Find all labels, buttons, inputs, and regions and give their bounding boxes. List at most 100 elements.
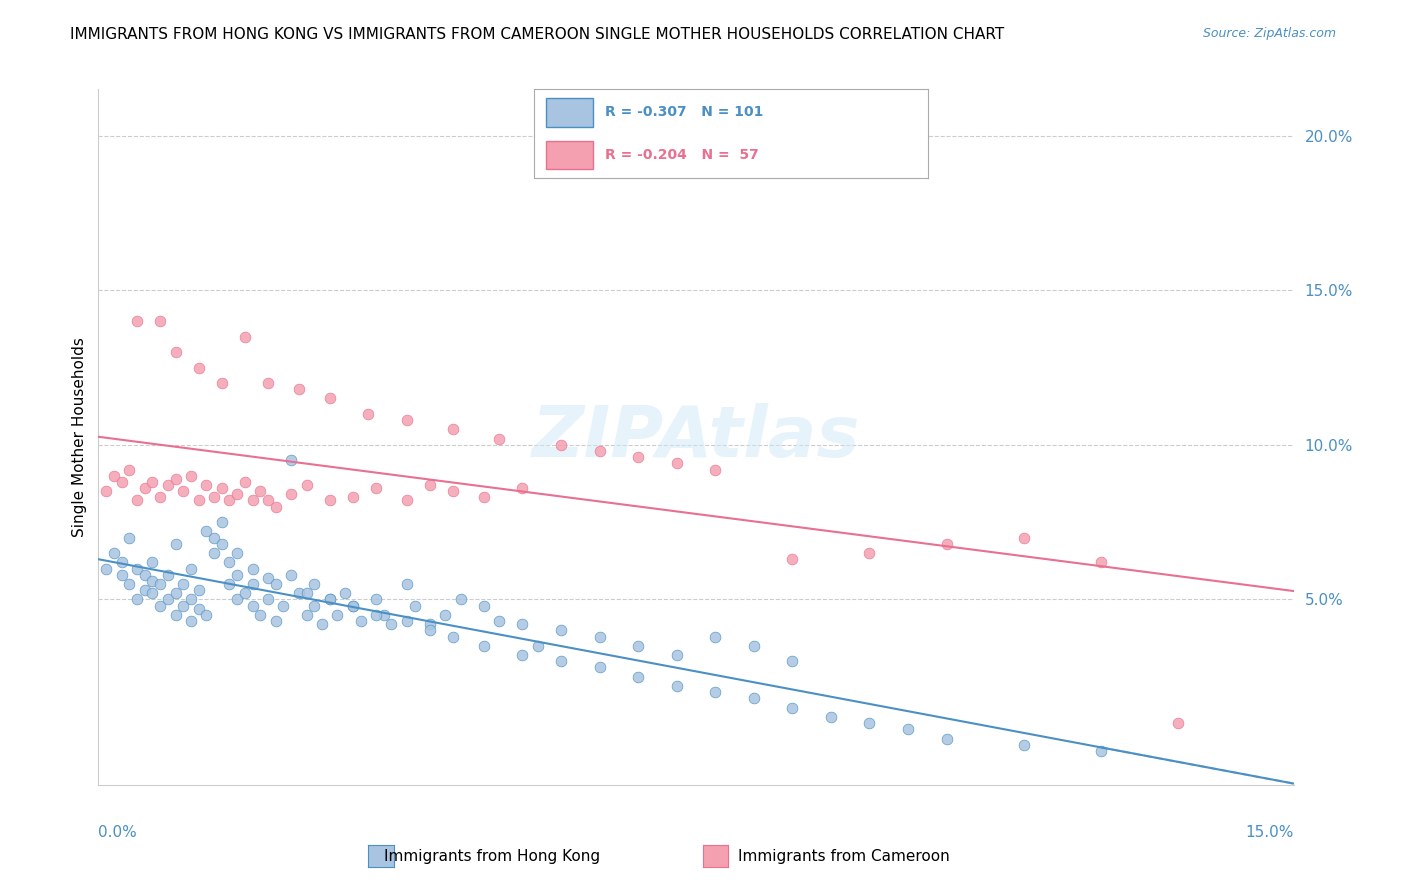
FancyBboxPatch shape bbox=[546, 98, 593, 127]
Point bbox=[627, 450, 650, 465]
Point bbox=[242, 577, 264, 591]
Point bbox=[264, 500, 287, 514]
Point bbox=[441, 484, 464, 499]
Point bbox=[202, 546, 225, 560]
Point bbox=[295, 478, 318, 492]
Point bbox=[311, 617, 333, 632]
Point bbox=[134, 583, 156, 598]
Point bbox=[472, 639, 495, 653]
Point bbox=[94, 484, 117, 499]
Point bbox=[141, 555, 163, 569]
Point bbox=[103, 468, 125, 483]
Point bbox=[665, 648, 688, 662]
Point bbox=[134, 567, 156, 582]
Point bbox=[627, 639, 650, 653]
Point bbox=[326, 607, 349, 622]
Point bbox=[935, 537, 957, 551]
Point bbox=[472, 599, 495, 613]
Point bbox=[588, 660, 610, 674]
Point bbox=[233, 475, 256, 489]
Point bbox=[172, 484, 194, 499]
Point bbox=[395, 577, 418, 591]
Point bbox=[187, 601, 209, 615]
Point bbox=[858, 716, 880, 731]
Text: 0.0%: 0.0% bbox=[98, 825, 138, 840]
Point bbox=[218, 555, 240, 569]
Point bbox=[319, 392, 342, 406]
Point bbox=[202, 531, 225, 545]
Point bbox=[704, 685, 727, 699]
Point bbox=[180, 468, 202, 483]
Point bbox=[141, 586, 163, 600]
Point bbox=[118, 531, 141, 545]
Point bbox=[264, 614, 287, 628]
Point bbox=[357, 407, 380, 421]
Point bbox=[125, 493, 148, 508]
Point bbox=[665, 456, 688, 470]
Point bbox=[342, 491, 364, 505]
Point bbox=[195, 478, 218, 492]
Point bbox=[419, 624, 441, 638]
Point bbox=[180, 614, 202, 628]
Point bbox=[165, 472, 187, 486]
Point bbox=[364, 607, 387, 622]
Point bbox=[342, 599, 364, 613]
Point bbox=[450, 592, 472, 607]
Point bbox=[141, 475, 163, 489]
Point bbox=[782, 654, 804, 668]
Point bbox=[512, 648, 534, 662]
Point bbox=[218, 493, 240, 508]
Point bbox=[395, 413, 418, 427]
Point bbox=[149, 599, 172, 613]
Point bbox=[165, 345, 187, 359]
Point bbox=[273, 599, 295, 613]
Point bbox=[935, 731, 957, 746]
Point bbox=[249, 607, 271, 622]
Point bbox=[149, 491, 172, 505]
Point bbox=[588, 444, 610, 458]
Point bbox=[110, 555, 132, 569]
Point bbox=[1167, 716, 1189, 731]
Text: Source: ZipAtlas.com: Source: ZipAtlas.com bbox=[1202, 27, 1336, 40]
Point bbox=[472, 491, 495, 505]
Point bbox=[304, 599, 326, 613]
Point bbox=[288, 586, 311, 600]
Point bbox=[434, 607, 457, 622]
Point bbox=[218, 577, 240, 591]
Point bbox=[419, 617, 441, 632]
Point bbox=[211, 515, 233, 529]
Point bbox=[257, 493, 280, 508]
Point bbox=[319, 592, 342, 607]
Point bbox=[342, 599, 364, 613]
Point bbox=[172, 599, 194, 613]
Point bbox=[1090, 555, 1112, 569]
Point bbox=[242, 493, 264, 508]
Point bbox=[156, 567, 179, 582]
Point bbox=[211, 376, 233, 390]
Point bbox=[125, 592, 148, 607]
Point bbox=[280, 567, 302, 582]
Point bbox=[782, 552, 804, 566]
Point bbox=[742, 691, 765, 706]
Point bbox=[242, 561, 264, 575]
Point bbox=[195, 524, 218, 539]
Point bbox=[295, 586, 318, 600]
Point bbox=[103, 546, 125, 560]
Point bbox=[242, 599, 264, 613]
Point bbox=[165, 586, 187, 600]
Point bbox=[404, 599, 426, 613]
Point bbox=[704, 630, 727, 644]
Point bbox=[364, 592, 387, 607]
Point bbox=[180, 561, 202, 575]
Point bbox=[395, 493, 418, 508]
Point bbox=[211, 481, 233, 495]
Point bbox=[118, 577, 141, 591]
Point bbox=[226, 487, 249, 501]
Point bbox=[627, 670, 650, 684]
Point bbox=[704, 462, 727, 476]
Point bbox=[665, 679, 688, 693]
Point bbox=[550, 438, 572, 452]
Point bbox=[257, 571, 280, 585]
Point bbox=[165, 607, 187, 622]
Point bbox=[441, 422, 464, 436]
